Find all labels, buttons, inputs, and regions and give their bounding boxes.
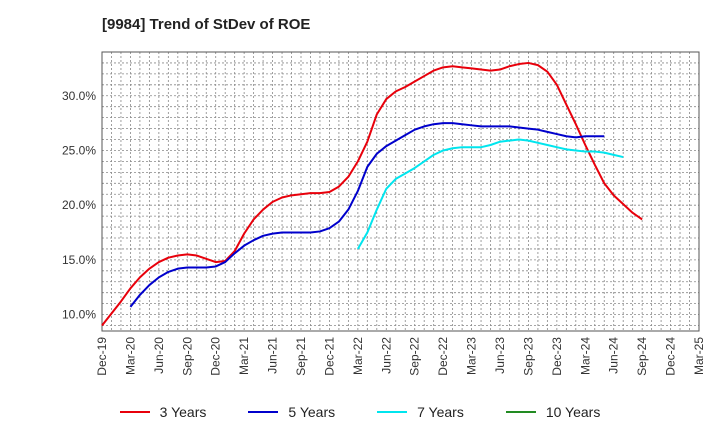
x-tick-label: Sep-20	[180, 337, 194, 376]
legend-label: 10 Years	[545, 404, 601, 420]
x-tick-label: Dec-21	[322, 337, 336, 376]
y-tick-label: 10.0%	[62, 308, 96, 322]
series-line-7-years	[356, 138, 624, 250]
x-tick-label: Sep-24	[635, 337, 649, 376]
legend-item: 10 Years	[505, 404, 601, 420]
x-tick-label: Mar-21	[237, 337, 251, 375]
x-tick-label: Dec-23	[550, 337, 564, 376]
x-tick-label: Dec-19	[95, 337, 109, 376]
legend-swatch	[505, 411, 536, 413]
legend-label: 7 Years	[417, 404, 464, 420]
x-tick-label: Sep-22	[408, 337, 422, 376]
x-tick-label: Dec-20	[209, 337, 223, 376]
x-tick-label: Mar-23	[465, 337, 479, 375]
x-tick-label: Mar-25	[692, 337, 706, 375]
x-tick-label: Mar-20	[123, 337, 137, 375]
y-tick-label: 15.0%	[62, 253, 96, 267]
x-tick-label: Jun-24	[607, 337, 621, 374]
series-line-5-years	[129, 122, 605, 308]
legend-item: 7 Years	[377, 404, 464, 420]
x-tick-label: Mar-22	[351, 337, 365, 375]
chart-title: [9984] Trend of StDev of ROE	[102, 16, 311, 33]
x-tick-label: Jun-23	[493, 337, 507, 374]
legend-item: 5 Years	[248, 404, 335, 420]
y-tick-label: 30.0%	[62, 89, 96, 103]
series-lines	[101, 61, 643, 327]
legend-item: 3 Years	[119, 404, 207, 420]
x-tick-label: Sep-23	[521, 337, 535, 376]
legend-swatch	[119, 411, 150, 413]
x-tick-label: Mar-24	[578, 337, 592, 375]
x-tick-label: Sep-21	[294, 337, 308, 376]
series-line-3-years	[101, 61, 643, 327]
y-tick-label: 20.0%	[62, 198, 96, 212]
y-tick-label: 25.0%	[62, 143, 96, 157]
x-tick-label: Dec-22	[436, 337, 450, 376]
plot-frame	[101, 51, 700, 332]
x-tick-label: Jun-22	[379, 337, 393, 374]
legend-label: 5 Years	[288, 404, 336, 420]
x-tick-label: Dec-24	[664, 337, 678, 376]
legend-swatch	[377, 411, 408, 413]
legend: 3 Years 5 Years 7 Years 10 Years	[0, 404, 720, 420]
x-tick-labels: Dec-19 Mar-20 Jun-20 Sep-20 Dec-20 Mar-21 Jun-…	[95, 337, 706, 376]
grid-lines	[102, 52, 699, 331]
legend-label: 3 Years	[159, 404, 207, 420]
x-tick-label: Jun-21	[266, 337, 280, 374]
legend-swatch	[248, 411, 279, 413]
x-tick-label: Jun-20	[152, 337, 166, 374]
y-tick-labels: 10.0% 15.0% 20.0% 25.0% 30.0%	[62, 89, 96, 322]
